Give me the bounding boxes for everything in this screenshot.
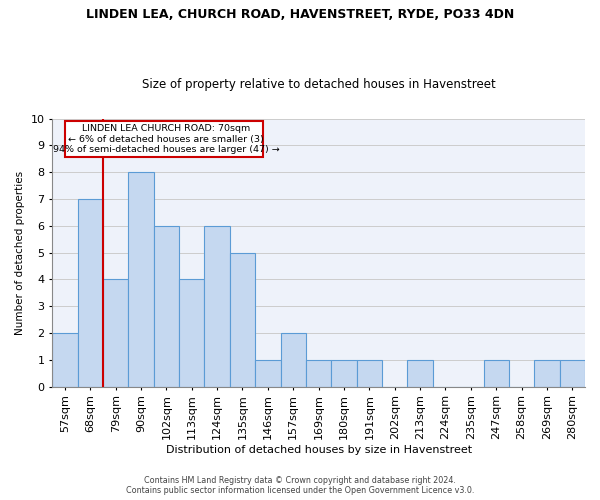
Title: Size of property relative to detached houses in Havenstreet: Size of property relative to detached ho… — [142, 78, 496, 91]
X-axis label: Distribution of detached houses by size in Havenstreet: Distribution of detached houses by size … — [166, 445, 472, 455]
Text: ← 6% of detached houses are smaller (3): ← 6% of detached houses are smaller (3) — [68, 135, 264, 144]
Y-axis label: Number of detached properties: Number of detached properties — [15, 170, 25, 334]
Bar — [534, 360, 560, 386]
Bar — [560, 360, 585, 386]
Bar — [52, 333, 77, 386]
FancyBboxPatch shape — [65, 121, 263, 158]
Bar — [281, 333, 306, 386]
Bar — [154, 226, 179, 386]
Bar — [103, 280, 128, 386]
Text: 94% of semi-detached houses are larger (47) →: 94% of semi-detached houses are larger (… — [53, 146, 280, 154]
Bar — [128, 172, 154, 386]
Bar — [255, 360, 281, 386]
Bar — [230, 252, 255, 386]
Bar — [407, 360, 433, 386]
Bar — [484, 360, 509, 386]
Text: Contains public sector information licensed under the Open Government Licence v3: Contains public sector information licen… — [126, 486, 474, 495]
Bar — [331, 360, 356, 386]
Text: LINDEN LEA, CHURCH ROAD, HAVENSTREET, RYDE, PO33 4DN: LINDEN LEA, CHURCH ROAD, HAVENSTREET, RY… — [86, 8, 514, 20]
Bar — [356, 360, 382, 386]
Text: Contains HM Land Registry data © Crown copyright and database right 2024.: Contains HM Land Registry data © Crown c… — [144, 476, 456, 485]
Bar — [77, 199, 103, 386]
Bar — [306, 360, 331, 386]
Text: LINDEN LEA CHURCH ROAD: 70sqm: LINDEN LEA CHURCH ROAD: 70sqm — [82, 124, 250, 133]
Bar — [179, 280, 205, 386]
Bar — [205, 226, 230, 386]
